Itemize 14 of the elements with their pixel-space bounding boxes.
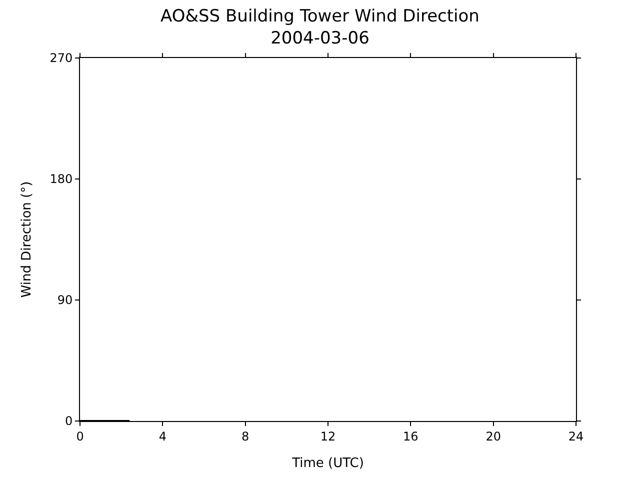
x-tick-label: 8 [242,429,250,444]
x-tick-label: 16 [403,429,418,444]
x-tick-label: 24 [568,429,584,444]
y-tick-label: 180 [50,172,73,186]
chart-title: AO&SS Building Tower Wind Direction 2004-03-06 [160,6,480,49]
x-tick-label: 0 [76,429,84,444]
y-tick-label: 270 [50,51,73,66]
x-tick-label: 20 [486,429,501,444]
x-tick-label: 4 [158,429,166,444]
y-axis-title: Wind Direction (°) [20,181,35,298]
y-tick-label: 0 [64,414,73,428]
x-tick-label: 12 [320,429,336,444]
x-axis-title: Time (UTC) [291,456,364,471]
y-tick-label: 90 [57,293,73,308]
